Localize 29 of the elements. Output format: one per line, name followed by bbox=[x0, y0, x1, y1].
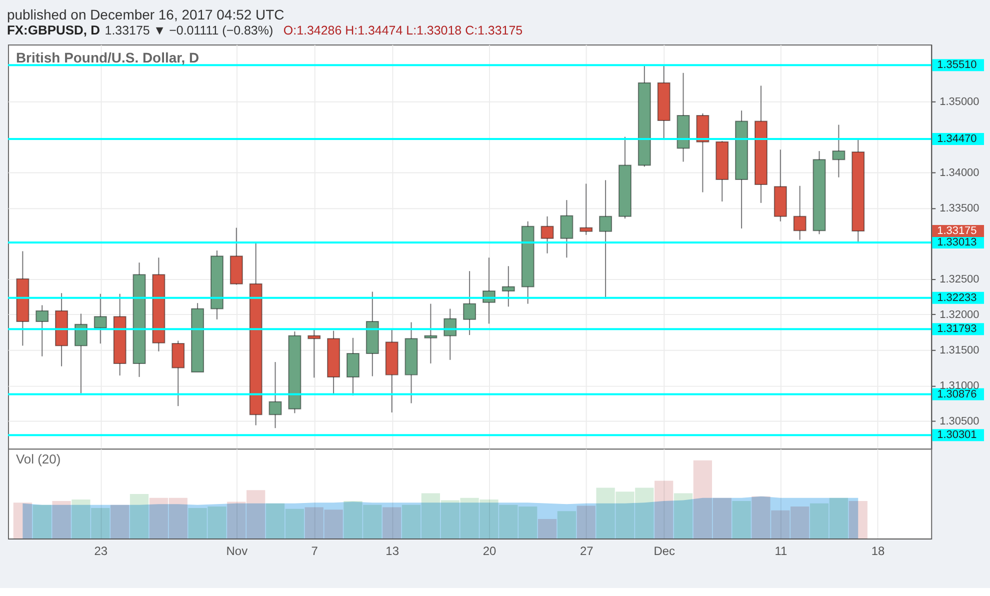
y-tick-label: 1.35000 bbox=[940, 96, 980, 108]
chart-subtitle: published on December 16, 2017 04:52 UTC bbox=[6, 6, 284, 23]
text: 1.33175 ▼ −0.01111 (−0.83%) bbox=[104, 24, 274, 38]
y-tick-label: 1.34000 bbox=[940, 166, 980, 179]
x-tick-label: 27 bbox=[580, 544, 594, 558]
y-tick-label: 1.30500 bbox=[940, 415, 980, 428]
y-tick-label: 1.32500 bbox=[940, 273, 980, 286]
text: 1.33175 bbox=[937, 224, 977, 237]
ref-line-label: 1.35510 bbox=[937, 59, 977, 72]
x-tick-label: 11 bbox=[774, 544, 788, 558]
x-tick-label: 18 bbox=[871, 544, 886, 558]
text: O:1.34286 H:1.34474 L:1.33018 C:1.33175 bbox=[283, 24, 523, 38]
annotation: British Pound/U.S. Dollar, D bbox=[16, 49, 200, 66]
y-tick-label: 1.32000 bbox=[940, 308, 980, 321]
x-tick-label: 20 bbox=[482, 544, 496, 558]
x-tick-label: Nov bbox=[226, 544, 248, 558]
ref-line-label: 1.31793 bbox=[937, 323, 977, 336]
ref-line-label: 1.34470 bbox=[937, 132, 977, 145]
annotation: Vol (20) bbox=[16, 452, 61, 467]
chart-title: FX:GBPUSD, D bbox=[6, 22, 100, 38]
x-tick-label: 7 bbox=[311, 544, 318, 558]
x-tick-label: 13 bbox=[386, 544, 400, 558]
y-tick-label: 1.31500 bbox=[940, 344, 980, 356]
y-tick-label: 1.33500 bbox=[940, 202, 980, 214]
ref-line-label: 1.33013 bbox=[937, 236, 977, 248]
ref-line-label: 1.30301 bbox=[937, 429, 977, 442]
x-tick-label: Dec bbox=[654, 544, 675, 558]
ref-line-label: 1.32233 bbox=[937, 292, 977, 304]
x-tick-label: 23 bbox=[94, 544, 108, 558]
